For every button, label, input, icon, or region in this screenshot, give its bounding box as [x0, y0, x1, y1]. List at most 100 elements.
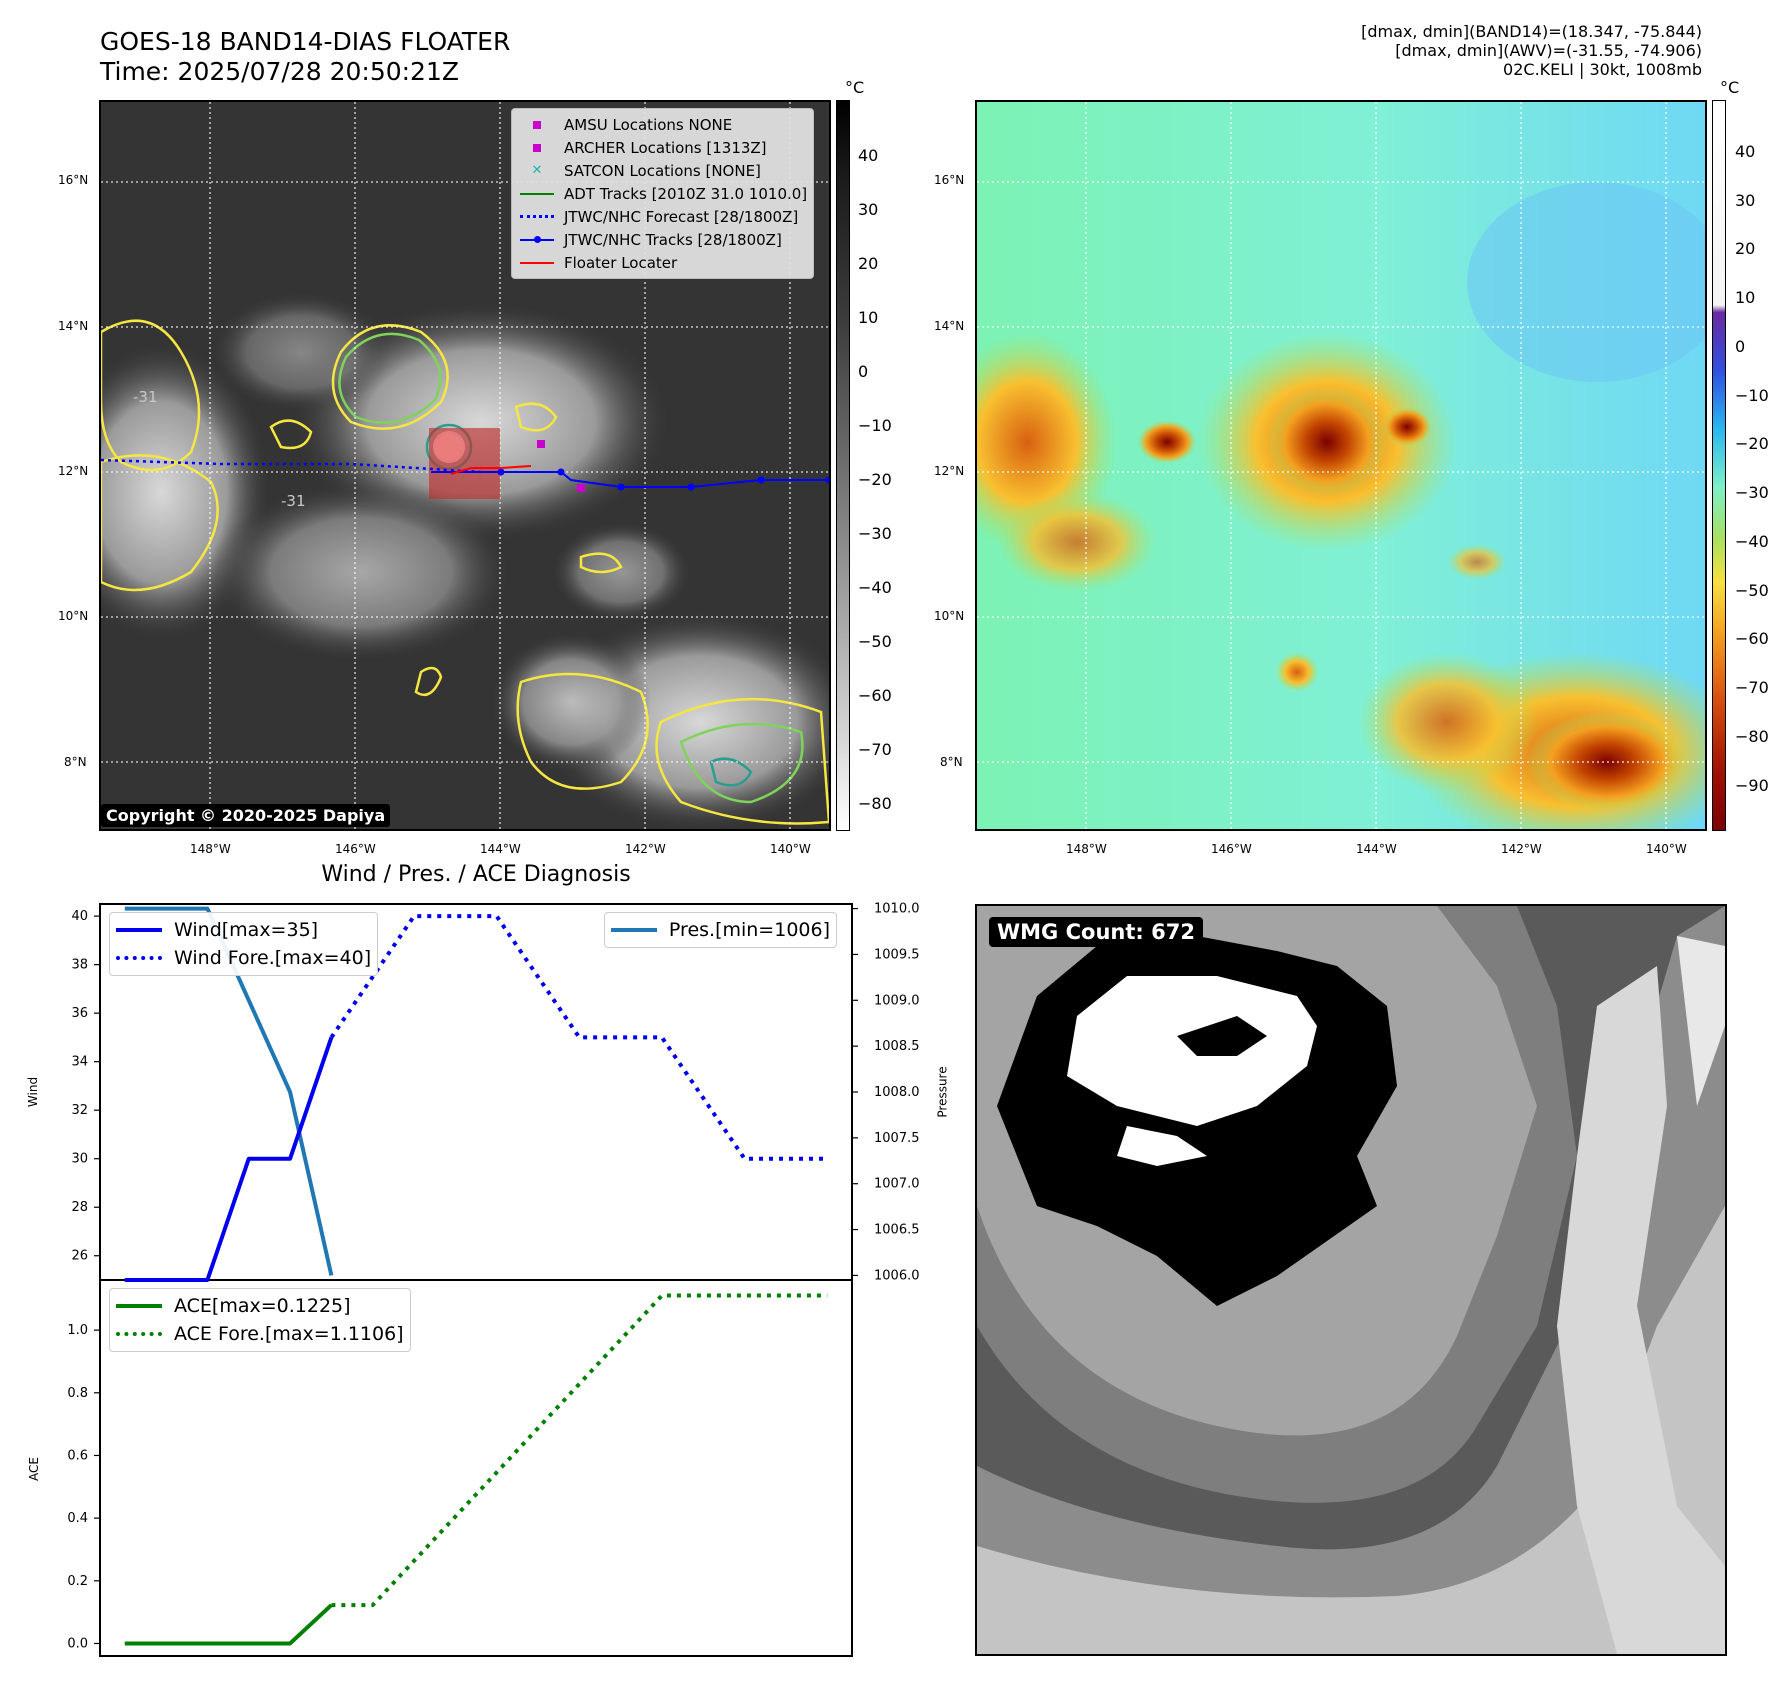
lon-label: 148°W	[190, 842, 231, 856]
ir-legend: AMSU Locations NONE ARCHER Locations [13…	[511, 108, 815, 279]
jtwc-track	[431, 471, 829, 488]
ir-cbar-tick: −40	[858, 578, 892, 597]
blue-line-dot-icon	[518, 233, 556, 247]
wind-tick-label: 40	[71, 909, 88, 924]
lon-label: 140°W	[770, 842, 811, 856]
ace-tick-label: 0.4	[67, 1511, 88, 1526]
awv-cbar-tick: −30	[1735, 483, 1769, 502]
ace-line-icon	[116, 1304, 166, 1308]
wmg-eyewall	[997, 936, 1397, 1306]
pres-tick-label: 1010.0	[874, 902, 920, 917]
awv-cbar-tick: −20	[1735, 434, 1769, 453]
ir-cbar-tick: −20	[858, 470, 892, 489]
stats-line1: [dmax, dmin](BAND14)=(18.347, -75.844)	[1361, 22, 1702, 41]
legend-label: AMSU Locations NONE	[564, 115, 733, 134]
ace-forecast-series-line	[331, 1293, 828, 1608]
pres-tick-label: 1009.0	[874, 993, 920, 1008]
awv-cbar-tick: 40	[1735, 142, 1756, 161]
awv-map-panel	[975, 100, 1707, 831]
ir-map-svg	[101, 102, 829, 829]
wind-tick-label: 36	[71, 1006, 88, 1021]
ace-axis-label: ACE	[26, 1457, 41, 1481]
legend-label-pressure: Pres.[min=1006]	[668, 919, 830, 941]
awv-colorbar	[1712, 100, 1726, 831]
ir-cbar-tick: 0	[858, 362, 869, 381]
red-line-icon	[518, 256, 556, 270]
legend-label: JTWC/NHC Forecast [28/1800Z]	[564, 207, 799, 226]
storm-core	[433, 431, 465, 463]
floater-locater-line	[450, 465, 532, 475]
legend-item-forecast: JTWC/NHC Forecast [28/1800Z]	[518, 205, 807, 228]
wind-legend: Wind[max=35] Wind Fore.[max=40]	[109, 912, 379, 976]
lat-label: 10°N	[58, 609, 89, 623]
awv-moisture-field	[977, 332, 1705, 829]
magenta-square-icon	[518, 141, 556, 155]
ir-cbar-tick: −30	[858, 524, 892, 543]
series-layer	[124, 906, 828, 1646]
wind-tick-label: 26	[71, 1249, 88, 1264]
pressure-line-icon	[610, 928, 661, 932]
ir-cbar-tick: 10	[858, 308, 879, 327]
legend-label-ace-fore: ACE Fore.[max=1.1106]	[174, 1323, 404, 1345]
lon-label: 144°W	[480, 842, 521, 856]
legend-item-amsu: AMSU Locations NONE	[518, 113, 807, 136]
pres-tick-label: 1009.5	[874, 947, 920, 962]
magenta-square-icon	[518, 118, 556, 132]
awv-cbar-tick: −40	[1735, 532, 1769, 551]
ace-series-line	[124, 1603, 333, 1646]
archer-marker-2	[577, 484, 585, 492]
ace-legend: ACE[max=0.1225] ACE Fore.[max=1.1106]	[109, 1288, 411, 1352]
awv-cbar-tick: −80	[1735, 727, 1769, 746]
pressure-axis-label: Pressure	[935, 1066, 950, 1118]
green-line-icon	[518, 187, 556, 201]
lat-label: 14°N	[934, 319, 965, 333]
lon-label: 142°W	[1501, 842, 1542, 856]
pressure-legend: Pres.[min=1006]	[603, 912, 837, 948]
figure-title: GOES-18 BAND14-DIAS FLOATER Time: 2025/0…	[100, 27, 510, 87]
ace-fore-dotted-icon	[116, 1332, 166, 1336]
ir-colorbar-unit: °C	[845, 78, 865, 97]
legend-item-floater: Floater Locater	[518, 251, 807, 274]
lat-label: 12°N	[58, 464, 89, 478]
awv-colorbar-unit: °C	[1720, 78, 1740, 97]
ace-axis-ticks: 1.0 0.8 0.6 0.4 0.2 0.0	[67, 1323, 100, 1651]
pres-axis-ticks: 1010.0 1009.5 1009.0 1008.5 1008.0 1007.5 1007…	[852, 902, 920, 1283]
legend-label-wind-fore: Wind Fore.[max=40]	[174, 947, 372, 969]
wind-axis-ticks: 40 38 36 34 32 30 28 26	[71, 909, 100, 1264]
ir-cbar-tick: −80	[858, 794, 892, 813]
ace-axes-frame	[99, 1279, 853, 1657]
pres-tick-label: 1008.5	[874, 1039, 920, 1054]
wind-axis-label: Wind	[26, 1076, 41, 1108]
lon-label: 144°W	[1356, 842, 1397, 856]
legend-item-archer: ARCHER Locations [1313Z]	[518, 136, 807, 159]
lon-label: 146°W	[335, 842, 376, 856]
lat-label: 14°N	[58, 319, 89, 333]
awv-cbar-tick: 20	[1735, 239, 1756, 258]
contour-label: -31	[133, 388, 158, 406]
ir-cbar-tick: 40	[858, 146, 879, 165]
awv-cbar-tick: −50	[1735, 581, 1769, 600]
stats-line2: [dmax, dmin](AWV)=(-31.55, -74.906)	[1395, 41, 1702, 60]
ir-cbar-tick: −50	[858, 632, 892, 651]
ir-cbar-tick: −70	[858, 740, 892, 759]
jtwc-track-points	[497, 468, 829, 491]
lon-label: 142°W	[625, 842, 666, 856]
awv-cbar-tick: −90	[1735, 776, 1769, 795]
cyan-x-icon: ✕	[531, 163, 543, 178]
lat-label: 8°N	[64, 755, 87, 769]
lat-label: 16°N	[934, 173, 965, 187]
ir-cbar-tick: −60	[858, 686, 892, 705]
pres-tick-label: 1006.5	[874, 1223, 920, 1238]
awv-cbar-tick: −10	[1735, 386, 1769, 405]
legend-item-tracks: JTWC/NHC Tracks [28/1800Z]	[518, 228, 807, 251]
stats-line3: 02C.KELI | 30kt, 1008mb	[1503, 60, 1702, 79]
legend-label-wind: Wind[max=35]	[174, 919, 319, 941]
ir-cbar-tick: 20	[858, 254, 879, 273]
pres-tick-label: 1007.0	[874, 1177, 920, 1192]
lon-label: 148°W	[1066, 842, 1107, 856]
pressure-series-line	[124, 906, 334, 1276]
lat-label: 10°N	[934, 609, 965, 623]
awv-cbar-tick: 10	[1735, 288, 1756, 307]
legend-label: Floater Locater	[564, 253, 678, 272]
legend-item-wind: Wind[max=35]	[116, 916, 371, 944]
